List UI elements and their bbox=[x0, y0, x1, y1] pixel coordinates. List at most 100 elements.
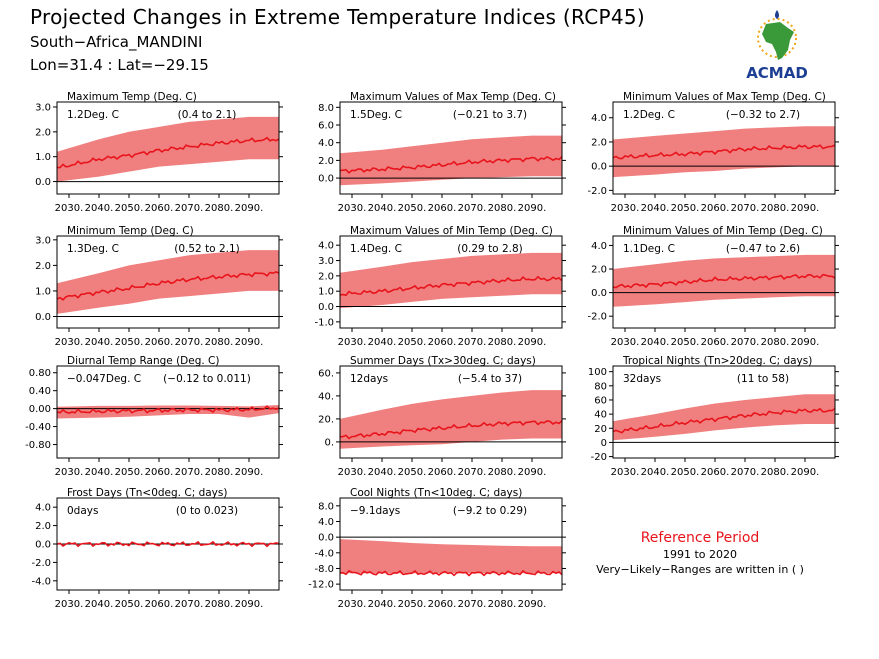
x-tick-label: 2040. bbox=[368, 467, 397, 478]
x-tick-label: 2070. bbox=[458, 599, 487, 610]
x-tick-label: 2060. bbox=[428, 337, 457, 348]
chart-maximum-values-max-temp: 0.0 2.0 4.0 6.0 8.0 2030. 2040. 2050. 2060. 2070.… bbox=[318, 91, 566, 214]
mean-change-label: 0days bbox=[67, 505, 98, 517]
mean-change-label: 1.3Deg. C bbox=[67, 243, 119, 255]
chart-title: Minimum Values of Min Temp (Deg. C) bbox=[623, 225, 823, 237]
chart-title: Maximum Values of Max Temp (Deg. C) bbox=[350, 91, 556, 103]
x-tick-label: 2080. bbox=[488, 467, 517, 478]
likely-range-label: (−5.4 to 37) bbox=[458, 373, 522, 385]
y-tick-label: -4.0 bbox=[314, 548, 334, 559]
y-tick-label: 6.0 bbox=[318, 121, 334, 132]
y-tick-label: 0.0 bbox=[35, 177, 51, 188]
x-tick-label: 2070. bbox=[731, 467, 760, 478]
y-tick-label: 3.0 bbox=[35, 102, 51, 113]
y-tick-label: 2.0 bbox=[591, 137, 607, 148]
y-tick-label: 1.0 bbox=[318, 287, 334, 298]
x-tick-label: 2090. bbox=[791, 203, 820, 214]
likely-range-label: (−0.47 to 2.6) bbox=[726, 243, 800, 255]
y-tick-label: 2.0 bbox=[318, 271, 334, 282]
x-tick-label: 2060. bbox=[145, 467, 174, 478]
logo-text: ACMAD bbox=[746, 64, 808, 82]
chart-diurnal-temp-range: -0.80 -0.40 0.00 0.40 0.80 2030. 2040. 2050. 206… bbox=[25, 355, 283, 478]
x-tick-label: 2080. bbox=[488, 203, 517, 214]
x-tick-label: 2060. bbox=[701, 337, 730, 348]
y-tick-label: 2.0 bbox=[591, 265, 607, 276]
x-tick-label: 2060. bbox=[145, 203, 174, 214]
y-tick-label: 0.00 bbox=[29, 404, 51, 415]
x-tick-label: 2030. bbox=[338, 599, 367, 610]
likely-range-label: (11 to 58) bbox=[737, 373, 789, 385]
likely-range-label: (0.29 to 2.8) bbox=[457, 243, 523, 255]
chart-title: Summer Days (Tx>30deg. C; days) bbox=[350, 355, 536, 367]
mean-change-label: 1.4Deg. C bbox=[350, 243, 402, 255]
median-line bbox=[612, 273, 836, 289]
x-tick-label: 2070. bbox=[458, 337, 487, 348]
y-tick-label: 2.0 bbox=[35, 521, 51, 532]
y-tick-label: -8.0 bbox=[314, 564, 334, 575]
sun-icon bbox=[757, 18, 797, 58]
x-tick-label: 2070. bbox=[175, 203, 204, 214]
mean-change-label: 1.5Deg. C bbox=[350, 109, 402, 121]
plot-frame bbox=[56, 365, 280, 459]
x-tick-label: 2070. bbox=[731, 337, 760, 348]
median-line bbox=[56, 136, 280, 169]
x-tick-label: 2070. bbox=[458, 467, 487, 478]
y-tick-label: 4.0 bbox=[318, 138, 334, 149]
x-tick-label: 2070. bbox=[175, 337, 204, 348]
median-line bbox=[339, 275, 563, 297]
x-tick-label: 2060. bbox=[428, 467, 457, 478]
y-tick-label: 40. bbox=[318, 391, 334, 402]
plot-frame bbox=[339, 101, 563, 195]
median-line bbox=[612, 407, 836, 434]
x-tick-label: 2040. bbox=[641, 467, 670, 478]
chart-title: Maximum Temp (Deg. C) bbox=[67, 91, 197, 103]
x-tick-label: 2030. bbox=[611, 467, 640, 478]
water-drop-icon bbox=[775, 10, 779, 19]
x-tick-label: 2040. bbox=[85, 203, 114, 214]
x-tick-label: 2060. bbox=[701, 203, 730, 214]
chart-title: Diurnal Temp Range (Deg. C) bbox=[67, 355, 219, 367]
x-tick-label: 2050. bbox=[115, 467, 144, 478]
x-tick-label: 2080. bbox=[761, 203, 790, 214]
y-tick-label: 4.0 bbox=[591, 113, 607, 124]
x-tick-label: 2080. bbox=[761, 337, 790, 348]
chart-title: Minimum Values of Max Temp (Deg. C) bbox=[623, 91, 826, 103]
x-tick-label: 2040. bbox=[641, 337, 670, 348]
y-tick-label: 80 bbox=[594, 381, 607, 392]
chart-frost-days: -4.0 -2.0 0.0 2.0 4.0 2030. 2040. 2050. 2060. 207… bbox=[31, 487, 283, 610]
y-tick-label: 4.0 bbox=[318, 241, 334, 252]
x-tick-label: 2080. bbox=[205, 203, 234, 214]
acmad-logo: ACMAD bbox=[746, 10, 808, 82]
y-tick-label: 0.40 bbox=[29, 386, 51, 397]
x-tick-label: 2050. bbox=[398, 467, 427, 478]
y-tick-label: -0.80 bbox=[25, 440, 51, 451]
reference-period-years: 1991 to 2020 bbox=[662, 548, 738, 561]
mean-change-label: −0.047Deg. C bbox=[67, 373, 141, 385]
y-tick-label: 0.0 bbox=[318, 302, 334, 313]
x-tick-label: 2040. bbox=[641, 203, 670, 214]
x-tick-label: 2080. bbox=[488, 599, 517, 610]
likely-range-label: (−9.2 to 0.29) bbox=[453, 505, 527, 517]
plot-frame bbox=[612, 101, 836, 195]
y-tick-label: 60. bbox=[318, 368, 334, 379]
x-tick-label: 2090. bbox=[518, 467, 547, 478]
chart-summer-days: 0. 20. 40. 60. 2030. 2040. 2050. 2060. 2070. 2080… bbox=[318, 355, 566, 478]
x-tick-label: 2040. bbox=[85, 599, 114, 610]
y-tick-label: -4.0 bbox=[31, 576, 51, 587]
mean-change-label: 1.1Deg. C bbox=[623, 243, 675, 255]
x-tick-label: 2090. bbox=[235, 203, 264, 214]
likely-range-label: (0 to 0.023) bbox=[176, 505, 238, 517]
y-tick-label: 0.0 bbox=[591, 162, 607, 173]
y-tick-label: 4.0 bbox=[591, 241, 607, 252]
x-tick-label: 2030. bbox=[338, 467, 367, 478]
likely-range-label: (−0.12 to 0.011) bbox=[163, 373, 251, 385]
likely-range-band bbox=[340, 390, 562, 449]
x-tick-label: 2030. bbox=[55, 337, 84, 348]
x-tick-label: 2070. bbox=[458, 203, 487, 214]
y-tick-label: 0. bbox=[324, 437, 334, 448]
chart-maximum-temp: 0.0 1.0 2.0 3.0 2030. 2040. 2050. 2060. 2070. 208… bbox=[35, 91, 283, 214]
likely-range-band bbox=[613, 126, 835, 178]
y-tick-label: 0.0 bbox=[318, 174, 334, 185]
